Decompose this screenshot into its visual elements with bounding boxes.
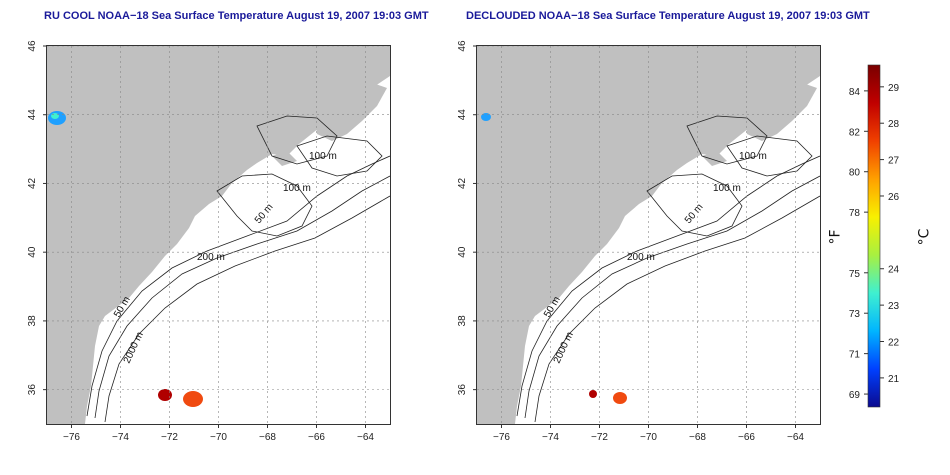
fahrenheit-tick-label: 73 <box>849 309 861 320</box>
contour-label-200m: 200 m <box>627 252 655 263</box>
lon-tick-label: −74 <box>112 432 129 443</box>
contour-label-50m-a: 50 m <box>253 202 276 226</box>
lat-tick-label: 44 <box>27 109 38 121</box>
lon-tick-label: −72 <box>161 432 178 443</box>
fahrenheit-tick-label: 82 <box>849 127 861 138</box>
sst-patch-warm-west <box>589 390 597 398</box>
contour-label-100m-b: 100 m <box>283 183 311 194</box>
lat-tick-label: 42 <box>27 177 38 189</box>
sst-patch-warm-east <box>183 391 203 407</box>
contour-label-100m-a: 100 m <box>309 151 337 162</box>
lon-tick-label: −68 <box>259 432 276 443</box>
sst-patch-cool-core <box>51 113 59 119</box>
lon-tick-label: −64 <box>357 432 374 443</box>
contour-label-2000m: 2000 m <box>122 330 146 365</box>
colorbar: 84 82 80 78 75 73 71 69 29 28 27 26 24 23 22 21 °F °C <box>820 55 950 415</box>
contour-label-200m: 200 m <box>197 252 225 263</box>
lon-tick-label: −68 <box>689 432 706 443</box>
contour-label-100m-b: 100 m <box>713 183 741 194</box>
lon-tick-label: −76 <box>63 432 80 443</box>
fahrenheit-tick-label: 69 <box>849 390 861 401</box>
lat-tick-label: 40 <box>457 246 468 258</box>
lon-tick-label: −72 <box>591 432 608 443</box>
sst-patch-warm-west <box>158 389 172 401</box>
sst-patch-warm-east <box>613 392 627 404</box>
lat-tick-label: 42 <box>457 177 468 189</box>
celsius-tick-label: 27 <box>888 156 900 167</box>
celsius-tick-label: 23 <box>888 301 900 312</box>
right-map-canvas: 100 m 100 m 50 m 200 m 50 m 2000 m <box>477 46 820 424</box>
celsius-tick-label: 29 <box>888 83 900 94</box>
left-panel-title: RU COOL NOAA−18 Sea Surface Temperature … <box>44 10 429 22</box>
graticule-grid <box>47 46 390 424</box>
lat-tick-label: 44 <box>457 109 468 121</box>
contour-label-100m-a: 100 m <box>739 151 767 162</box>
lat-tick-label: 40 <box>27 246 38 258</box>
sst-patches <box>48 111 203 407</box>
left-map-canvas: 100 m 100 m 50 m 200 m 50 m 2000 m <box>47 46 390 424</box>
celsius-tick-label: 26 <box>888 192 900 203</box>
lat-tick-label: 36 <box>457 384 468 396</box>
left-sst-map[interactable]: 100 m 100 m 50 m 200 m 50 m 2000 m <box>46 45 391 425</box>
right-panel-title: DECLOUDED NOAA−18 Sea Surface Temperatur… <box>466 10 870 22</box>
fahrenheit-tick-label: 84 <box>849 87 861 98</box>
bathymetry-contours <box>86 115 390 423</box>
fahrenheit-unit-label: °F <box>827 229 844 245</box>
fahrenheit-tick-label: 80 <box>849 168 861 179</box>
lat-tick-label: 38 <box>27 315 38 327</box>
lon-tick-label: −76 <box>493 432 510 443</box>
graticule-grid <box>477 46 820 424</box>
colorbar-gradient <box>867 64 881 408</box>
contour-label-2000m: 2000 m <box>552 330 576 365</box>
sst-patch-cool-north <box>481 113 491 121</box>
celsius-tick-label: 21 <box>888 374 900 385</box>
celsius-tick-label: 24 <box>888 265 900 276</box>
lat-tick-label: 46 <box>457 40 468 52</box>
celsius-tick-label: 28 <box>888 119 900 130</box>
right-sst-map[interactable]: 100 m 100 m 50 m 200 m 50 m 2000 m <box>476 45 821 425</box>
lat-tick-label: 36 <box>27 384 38 396</box>
lon-tick-label: −66 <box>308 432 325 443</box>
lat-tick-label: 46 <box>27 40 38 52</box>
lon-tick-label: −70 <box>640 432 657 443</box>
lon-tick-label: −74 <box>542 432 559 443</box>
lon-tick-label: −70 <box>210 432 227 443</box>
colorbar-canvas: 84 82 80 78 75 73 71 69 29 28 27 26 24 23 22 21 <box>849 64 900 408</box>
lon-tick-label: −66 <box>738 432 755 443</box>
fahrenheit-tick-label: 75 <box>849 269 861 280</box>
lon-tick-label: −64 <box>787 432 804 443</box>
fahrenheit-tick-label: 78 <box>849 208 861 219</box>
celsius-tick-label: 22 <box>888 338 900 349</box>
lat-tick-label: 38 <box>457 315 468 327</box>
fahrenheit-tick-label: 71 <box>849 350 861 361</box>
bathymetry-contours <box>516 115 820 423</box>
celsius-unit-label: °C <box>916 228 933 246</box>
contour-label-50m-a: 50 m <box>683 202 706 226</box>
